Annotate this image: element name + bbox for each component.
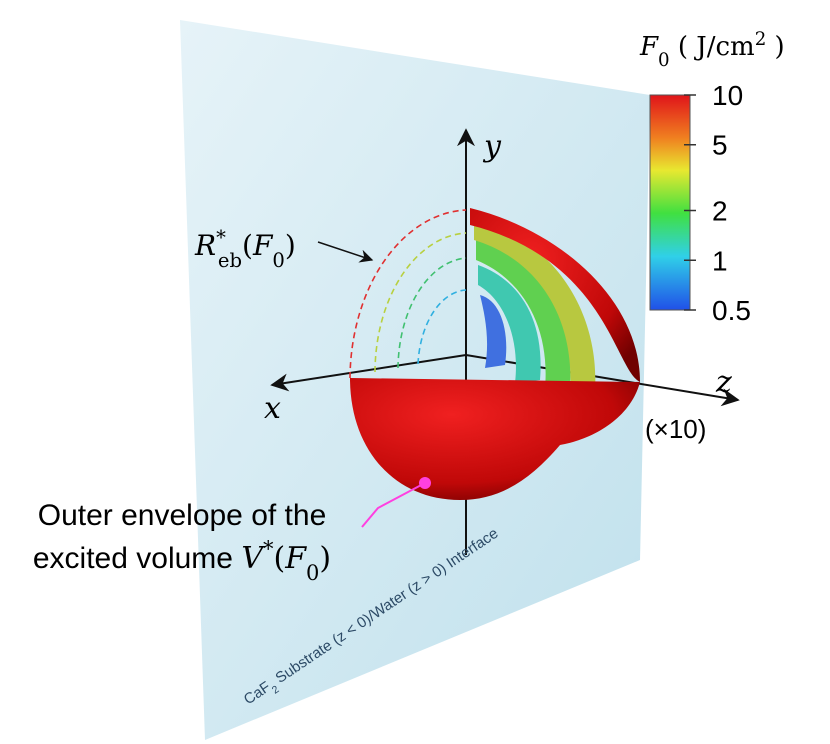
colorbar-tick-label: 1: [712, 245, 728, 276]
shell: [480, 295, 507, 368]
y-label: y: [482, 129, 502, 164]
colorbar-tick-label: 0.5: [712, 295, 751, 326]
text: 0: [658, 50, 670, 71]
text: 2: [755, 29, 767, 50]
arc: [417, 289, 467, 365]
radius-label: R* eb(F0): [194, 226, 296, 272]
envelope-label: Outer envelope of the: [38, 499, 327, 532]
text: F: [252, 229, 274, 262]
text: (: [273, 541, 285, 576]
text: ): [319, 541, 331, 576]
shell: [476, 240, 571, 388]
text: 0: [306, 561, 319, 585]
text: R: [194, 229, 216, 262]
colorbar-title: F0 ( J/cm2 ): [639, 29, 785, 71]
arc: [349, 209, 467, 379]
pointer-line: [361, 482, 426, 528]
text: 2: [270, 683, 282, 696]
radius-pointer: [317, 241, 374, 263]
colorbar-tick-label: 2: [712, 196, 728, 227]
text: *: [216, 226, 226, 249]
z-scale: (×10): [645, 414, 706, 444]
z-label: z: [715, 365, 732, 400]
text: eb: [218, 249, 242, 272]
arc: [397, 257, 467, 369]
shell: [478, 265, 541, 383]
text: ( J/cm: [670, 32, 755, 62]
text: *: [263, 537, 274, 561]
text: ): [766, 32, 784, 62]
x-axis: [270, 354, 467, 392]
colorbar-tick-label: 10: [712, 80, 743, 111]
shell: [474, 222, 596, 392]
colorbar-tick-label: 5: [712, 130, 728, 161]
text: ): [285, 229, 296, 262]
envelope-label: excited volume V*(F0): [33, 537, 331, 585]
text: (: [242, 229, 253, 262]
pointer-dot: [419, 477, 431, 489]
arc: [374, 232, 467, 373]
text: F: [639, 32, 659, 62]
text: excited volume: [33, 542, 241, 575]
envelope-bottom: [350, 378, 640, 500]
x-label: x: [264, 391, 281, 426]
text: F: [284, 541, 307, 576]
radius-arcs: [349, 209, 467, 379]
text: V: [241, 541, 266, 576]
z-axis: [465, 354, 740, 407]
text: 0: [272, 249, 284, 272]
colorbar: [649, 94, 691, 311]
envelope-top: [470, 208, 640, 382]
